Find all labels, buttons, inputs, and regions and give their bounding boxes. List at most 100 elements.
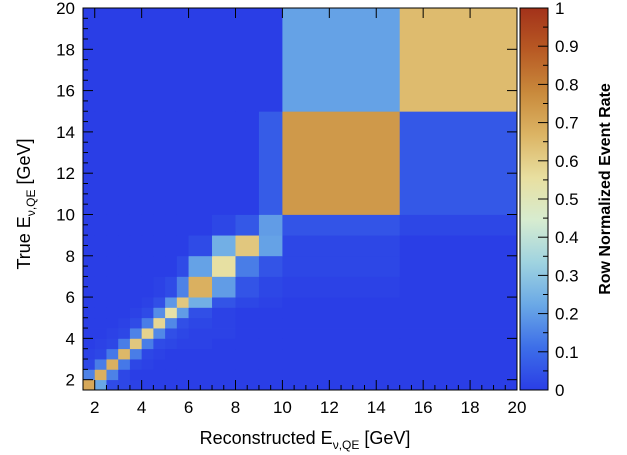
heatmap-cell — [282, 8, 401, 112]
y-tick-label: 6 — [66, 288, 75, 307]
heatmap-cell — [212, 8, 236, 112]
heatmap-cell — [129, 369, 143, 381]
heatmap-cell — [188, 348, 213, 360]
x-axis-title: Reconstructed Eν,QE [GeV] — [200, 428, 411, 452]
colorbar-tick-label: 0.6 — [555, 152, 579, 171]
heatmap-cell — [399, 235, 518, 257]
heatmap-cell — [235, 328, 260, 339]
y-tick-label: 4 — [66, 329, 75, 348]
heatmap-cell — [129, 8, 143, 112]
heatmap-cell — [118, 338, 131, 350]
heatmap-cell — [94, 317, 107, 329]
heatmap-cell — [235, 359, 260, 370]
heatmap-cell — [188, 111, 213, 215]
heatmap-cell — [235, 111, 260, 215]
heatmap-cell — [83, 338, 96, 350]
heatmap-cell — [212, 307, 236, 319]
heatmap-cell — [399, 317, 518, 329]
heatmap-cell — [83, 297, 96, 308]
heatmap-cell — [118, 359, 131, 370]
heatmap-cell — [212, 297, 236, 308]
heatmap-cell — [129, 276, 143, 298]
heatmap-cell — [94, 214, 107, 236]
heatmap-cell — [129, 214, 143, 236]
heatmap-cell — [141, 307, 154, 319]
heatmap-cell — [83, 214, 96, 236]
heatmap-cell — [153, 276, 166, 298]
colorbar-tick-label: 0.5 — [555, 190, 579, 209]
heatmap-cell — [212, 235, 236, 257]
heatmap-cell — [153, 8, 166, 112]
heatmap-cell — [94, 111, 107, 215]
heatmap-cell — [399, 359, 518, 370]
heatmap-cell — [399, 276, 518, 298]
heatmap-cell — [188, 328, 213, 339]
heatmap-cell — [282, 214, 401, 236]
heatmap-cell — [165, 328, 178, 339]
heatmap-cell — [176, 111, 189, 215]
heatmap-cell — [118, 307, 131, 319]
colorbar-tick-label: 0 — [555, 381, 564, 400]
y-tick-label: 18 — [56, 40, 75, 59]
heatmap-cell — [153, 379, 166, 391]
heatmap-cell — [212, 338, 236, 350]
heatmap-cell — [83, 307, 96, 319]
heatmap-cell — [129, 307, 143, 319]
heatmap-cell — [83, 348, 96, 360]
heatmap-cell — [94, 369, 107, 381]
heatmap-cell — [141, 348, 154, 360]
heatmap-cell — [141, 317, 154, 329]
heatmap-cell — [282, 359, 401, 370]
heatmap-cell — [188, 317, 213, 329]
x-tick-label: 14 — [367, 398, 386, 417]
heatmap-cell — [165, 255, 178, 277]
heatmap-cell — [118, 255, 131, 277]
heatmap-cell — [106, 255, 119, 277]
heatmap-cell — [282, 255, 401, 277]
heatmap-cell — [106, 307, 119, 319]
heatmap-cell — [176, 359, 189, 370]
heatmap-cell — [399, 111, 518, 215]
heatmap-cell — [282, 297, 401, 308]
heatmap-cell — [188, 307, 213, 319]
heatmap-cell — [141, 235, 154, 257]
heatmap-cell — [258, 369, 283, 381]
heatmap-cell — [153, 369, 166, 381]
x-tick-label: 20 — [508, 398, 527, 417]
heatmap-cell — [83, 369, 96, 381]
colorbar-tick-label: 0.8 — [555, 75, 579, 94]
heatmap-cells — [83, 8, 518, 391]
heatmap-cell — [141, 338, 154, 350]
heatmap-cell — [176, 297, 189, 308]
heatmap-cell — [106, 369, 119, 381]
heatmap-cell — [212, 359, 236, 370]
heatmap-cell — [165, 235, 178, 257]
heatmap-cell — [118, 235, 131, 257]
heatmap-cell — [141, 328, 154, 339]
heatmap-cell — [212, 317, 236, 329]
heatmap-cell — [106, 317, 119, 329]
heatmap-cell — [83, 317, 96, 329]
heatmap-cell — [141, 379, 154, 391]
heatmap-cell — [83, 8, 96, 112]
heatmap-cell — [153, 255, 166, 277]
heatmap-cell — [118, 297, 131, 308]
heatmap-cell — [83, 111, 96, 215]
heatmap-cell — [83, 235, 96, 257]
heatmap-cell — [235, 369, 260, 381]
heatmap-cell — [258, 307, 283, 319]
heatmap-cell — [153, 328, 166, 339]
heatmap-cell — [83, 379, 96, 391]
heatmap-cell — [235, 8, 260, 112]
axes: 2 4 6 8 10 12 14 16 18 20 2 4 6 8 10 12 14 16 18 20 — [56, 0, 526, 417]
colorbar-tick-label: 0.4 — [555, 228, 579, 247]
heatmap-cell — [94, 338, 107, 350]
heatmap-cell — [212, 214, 236, 236]
x-tick-label: 4 — [137, 398, 146, 417]
y-tick-label: 12 — [56, 164, 75, 183]
heatmap-cell — [106, 359, 119, 370]
heatmap-cell — [153, 338, 166, 350]
heatmap-cell — [141, 8, 154, 112]
heatmap-cell — [258, 317, 283, 329]
x-tick-label: 16 — [414, 398, 433, 417]
